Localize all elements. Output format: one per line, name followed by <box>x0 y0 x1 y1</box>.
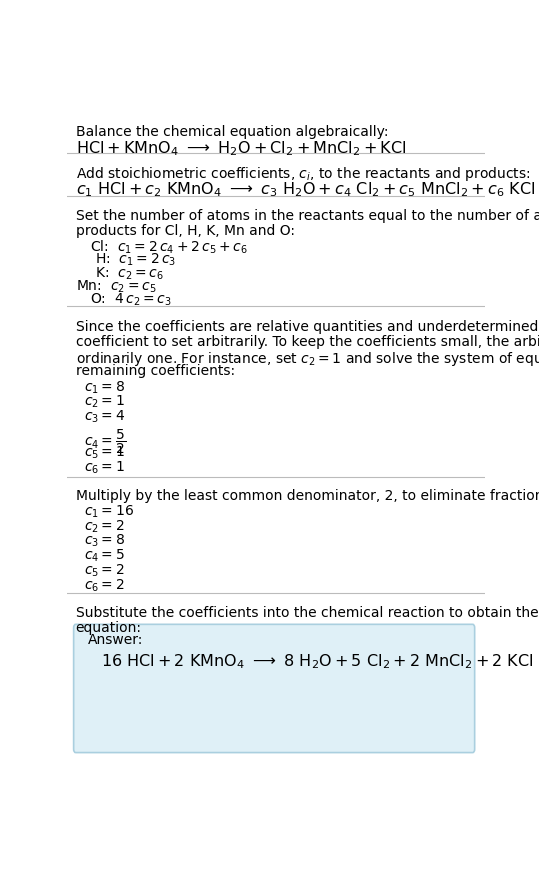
Text: $c_1\ \mathrm{HCl} + c_2\ \mathrm{KMnO_4}\ {\longrightarrow}\ c_3\ \mathrm{H_2O}: $c_1\ \mathrm{HCl} + c_2\ \mathrm{KMnO_4… <box>75 181 535 199</box>
Text: Set the number of atoms in the reactants equal to the number of atoms in the: Set the number of atoms in the reactants… <box>75 209 539 223</box>
Text: coefficient to set arbitrarily. To keep the coefficients small, the arbitrary va: coefficient to set arbitrarily. To keep … <box>75 335 539 349</box>
Text: ordinarily one. For instance, set $c_2 = 1$ and solve the system of equations fo: ordinarily one. For instance, set $c_2 =… <box>75 350 539 368</box>
Text: $c_4 = 5$: $c_4 = 5$ <box>84 548 125 564</box>
Text: Cl:  $c_1 = 2\,c_4 + 2\,c_5 + c_6$: Cl: $c_1 = 2\,c_4 + 2\,c_5 + c_6$ <box>91 238 248 255</box>
Text: $c_6 = 2$: $c_6 = 2$ <box>84 577 125 594</box>
Text: Multiply by the least common denominator, 2, to eliminate fractional coefficient: Multiply by the least common denominator… <box>75 488 539 502</box>
Text: H:  $c_1 = 2\,c_3$: H: $c_1 = 2\,c_3$ <box>94 252 176 268</box>
Text: $c_5 = 2$: $c_5 = 2$ <box>84 562 125 579</box>
Text: $c_1 = 8$: $c_1 = 8$ <box>84 379 125 396</box>
FancyBboxPatch shape <box>74 624 475 753</box>
Text: products for Cl, H, K, Mn and O:: products for Cl, H, K, Mn and O: <box>75 224 295 238</box>
Text: K:  $c_2 = c_6$: K: $c_2 = c_6$ <box>94 265 163 282</box>
Text: equation:: equation: <box>75 621 142 635</box>
Text: Balance the chemical equation algebraically:: Balance the chemical equation algebraica… <box>75 125 388 139</box>
Text: $c_2 = 1$: $c_2 = 1$ <box>84 394 125 411</box>
Text: $c_1 = 16$: $c_1 = 16$ <box>84 503 134 520</box>
Text: Add stoichiometric coefficients, $c_i$, to the reactants and products:: Add stoichiometric coefficients, $c_i$, … <box>75 165 530 183</box>
Text: $c_4 = \dfrac{5}{2}$: $c_4 = \dfrac{5}{2}$ <box>84 427 126 456</box>
Text: $\mathrm{HCl + KMnO_4 \ {\longrightarrow} \ H_2O + Cl_2 + MnCl_2 + KCl}$: $\mathrm{HCl + KMnO_4 \ {\longrightarrow… <box>75 140 406 158</box>
Text: $c_3 = 8$: $c_3 = 8$ <box>84 533 125 549</box>
Text: O:  $4\,c_2 = c_3$: O: $4\,c_2 = c_3$ <box>91 292 172 309</box>
Text: Substitute the coefficients into the chemical reaction to obtain the balanced: Substitute the coefficients into the che… <box>75 606 539 620</box>
Text: Answer:: Answer: <box>88 633 143 647</box>
Text: Since the coefficients are relative quantities and underdetermined, choose a: Since the coefficients are relative quan… <box>75 320 539 334</box>
Text: $\mathrm{16\ HCl + 2\ KMnO_4\ {\longrightarrow}\ 8\ H_2O + 5\ Cl_2 + 2\ MnCl_2 +: $\mathrm{16\ HCl + 2\ KMnO_4\ {\longrigh… <box>101 652 534 671</box>
Text: remaining coefficients:: remaining coefficients: <box>75 364 235 378</box>
Text: Mn:  $c_2 = c_5$: Mn: $c_2 = c_5$ <box>75 278 156 295</box>
Text: $c_3 = 4$: $c_3 = 4$ <box>84 409 126 426</box>
Text: $c_6 = 1$: $c_6 = 1$ <box>84 460 125 476</box>
Text: $c_5 = 1$: $c_5 = 1$ <box>84 445 125 461</box>
Text: $c_2 = 2$: $c_2 = 2$ <box>84 518 125 535</box>
